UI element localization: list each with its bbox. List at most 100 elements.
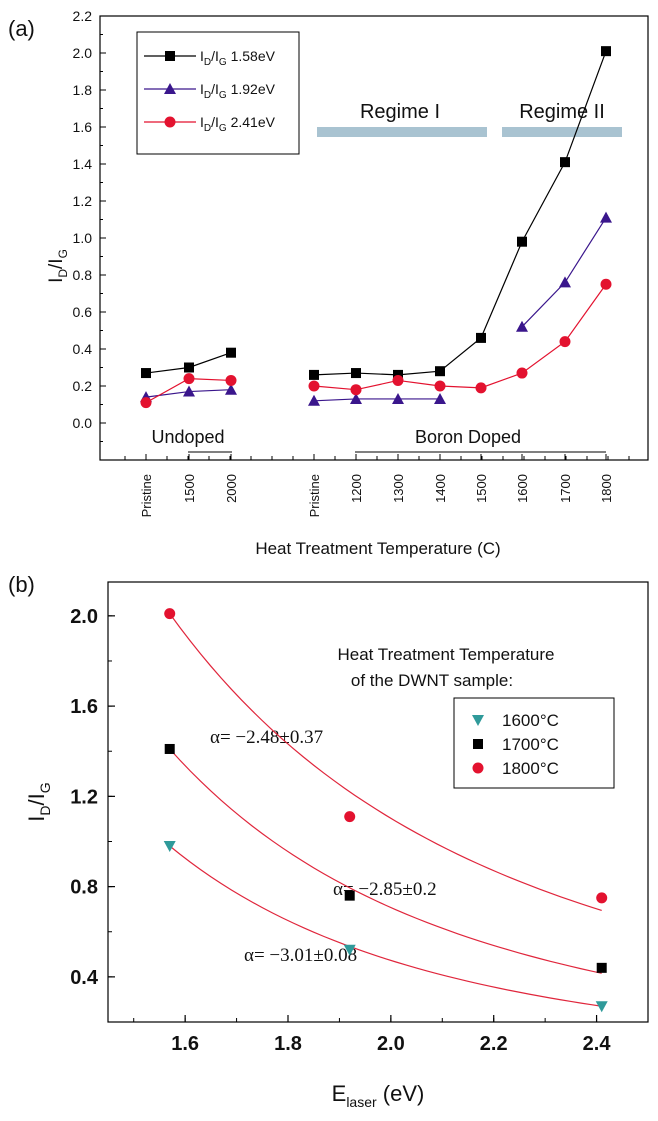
- panel-a-label: (a): [8, 16, 35, 41]
- legend-label: ID/IG 1.92eV: [200, 81, 276, 101]
- boron-doped-label: Boron Doped: [415, 427, 521, 447]
- data-point: [183, 373, 195, 385]
- panel-a: (a) 0.0 0.2 0.4 0.6 0.8 1.0 1.2 1.4 1.6 1.8 2.0 2.2…: [8, 8, 649, 558]
- series-line: [313, 50, 607, 376]
- x-tick-label: 1400: [433, 474, 448, 503]
- y-tick-label: 1.8: [73, 82, 93, 98]
- regime-2-bar: [502, 127, 622, 137]
- data-point: [476, 332, 486, 343]
- series-line: [521, 217, 607, 328]
- y-tick-label: 1.6: [70, 696, 98, 718]
- data-point: [517, 236, 527, 247]
- data-point: [596, 962, 607, 973]
- data-point: [183, 385, 195, 397]
- y-tick-label: 0.4: [70, 967, 99, 989]
- x-tick-label: 2000: [224, 474, 239, 503]
- legend-label: 1700°C: [502, 735, 559, 754]
- regime-1-label: Regime I: [360, 101, 440, 123]
- x-tick-label: Pristine: [139, 474, 154, 517]
- y-tick-label: 2.0: [73, 45, 93, 61]
- data-point: [350, 392, 362, 404]
- legend-marker: [473, 739, 483, 749]
- data-point: [601, 46, 611, 57]
- data-point: [351, 368, 361, 379]
- alpha-1800-label: α= −2.48±0.37: [210, 727, 323, 748]
- legend-marker: [165, 51, 175, 61]
- panel-b-y-ticks: 0.4 0.8 1.2 1.6 2.0: [70, 606, 115, 1023]
- regime-1-bar: [317, 127, 487, 137]
- y-tick-label: 2.0: [70, 606, 98, 628]
- fit-curve: [169, 748, 602, 974]
- data-point: [343, 944, 356, 956]
- panel-b-y-axis-label: ID/IG: [24, 782, 53, 821]
- x-tick-label: 1700: [558, 474, 573, 503]
- data-point: [164, 743, 175, 754]
- dwnt-note-line1: Heat Treatment Temperature: [337, 645, 554, 664]
- x-tick-label: 1300: [391, 474, 406, 503]
- y-tick-label: 0.2: [73, 378, 93, 394]
- panel-a-series: [140, 46, 612, 409]
- x-tick-label: 1200: [349, 474, 364, 503]
- data-point: [434, 380, 446, 392]
- legend-marker: [472, 715, 484, 726]
- panel-b-x-ticks: 1.6 1.8 2.0 2.2 2.4: [133, 1015, 611, 1055]
- data-point: [596, 892, 608, 904]
- y-tick-label: 0.4: [73, 341, 93, 357]
- data-point: [344, 890, 355, 901]
- x-tick-label: 2.2: [480, 1033, 508, 1055]
- panel-b: (b) 0.4 0.8 1.2 1.6 2.0 1.6 1.8 2.0 2.2 2.4 Heat…: [8, 572, 649, 1110]
- alpha-1600-label: α= −3.01±0.08: [244, 945, 357, 966]
- legend-label: 1800°C: [502, 759, 559, 778]
- x-tick-label: 1800: [599, 474, 614, 503]
- x-tick-label: 1.8: [274, 1033, 302, 1055]
- data-point: [141, 368, 151, 379]
- panel-a-y-axis-label: ID/IG: [46, 249, 70, 283]
- x-tick-label: Pristine: [307, 474, 322, 517]
- x-tick-label: 1.6: [171, 1033, 199, 1055]
- y-tick-label: 1.0: [73, 230, 93, 246]
- data-point: [226, 347, 236, 358]
- panel-b-x-axis-label: Elaser (eV): [332, 1081, 425, 1110]
- data-point: [595, 1001, 608, 1013]
- dwnt-note-line2: of the DWNT sample:: [351, 671, 513, 690]
- data-point: [225, 374, 237, 386]
- panel-b-series: [163, 608, 608, 1013]
- data-point: [516, 367, 528, 379]
- legend-marker: [472, 762, 484, 774]
- regime-2-label: Regime II: [519, 101, 605, 123]
- y-tick-label: 0.8: [70, 877, 98, 899]
- series-line: [313, 283, 607, 391]
- data-point: [434, 392, 446, 404]
- data-point: [164, 608, 176, 620]
- fit-curve: [169, 845, 602, 1007]
- data-point: [392, 374, 404, 386]
- panel-a-x-ticks: Pristine 1500 2000 Pristine 1200 1300 1400 1500…: [124, 454, 630, 517]
- panel-a-x-axis-label: Heat Treatment Temperature (C): [255, 539, 500, 558]
- panel-b-fit-curves: [169, 613, 602, 1007]
- y-tick-label: 2.2: [73, 8, 93, 24]
- series-line: [313, 398, 440, 402]
- panel-a-legend: ID/IG 1.58eV ID/IG 1.92eV ID/IG 2.41eV: [136, 31, 300, 155]
- legend-marker: [164, 116, 176, 128]
- legend-marker: [164, 83, 176, 94]
- data-point: [392, 392, 404, 404]
- x-tick-label: 1500: [182, 474, 197, 503]
- y-tick-label: 0.0: [73, 415, 93, 431]
- data-point: [435, 366, 445, 377]
- alpha-1700-label: α= −2.85±0.2: [333, 879, 437, 900]
- panel-b-frame: [107, 581, 649, 1023]
- data-point: [600, 278, 612, 290]
- y-tick-label: 1.2: [73, 193, 93, 209]
- legend-box: [136, 31, 300, 155]
- x-tick-label: 1600: [515, 474, 530, 503]
- data-point: [163, 841, 176, 852]
- data-point: [475, 382, 487, 394]
- data-point: [225, 383, 237, 395]
- data-point: [308, 394, 320, 406]
- data-point: [559, 336, 571, 348]
- y-tick-label: 0.8: [73, 267, 93, 283]
- data-point: [560, 157, 570, 168]
- panel-b-label: (b): [8, 572, 35, 597]
- x-tick-label: 2.0: [377, 1033, 405, 1055]
- legend-label: ID/IG 1.58eV: [200, 48, 276, 68]
